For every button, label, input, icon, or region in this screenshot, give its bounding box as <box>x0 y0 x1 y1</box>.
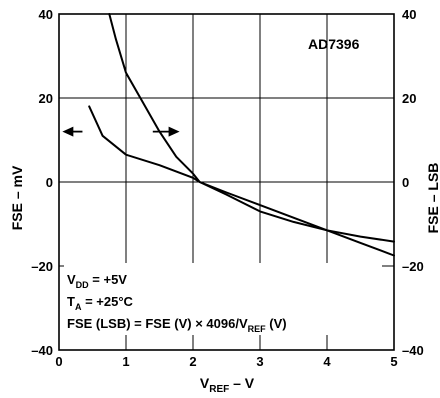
plot-frame <box>58 13 395 351</box>
y-tick-label-right: –20 <box>402 259 424 274</box>
note-fse-a: FSE (LSB) = FSE (V) × 4096/V <box>67 316 248 331</box>
y-tick-label-left: 0 <box>46 175 53 190</box>
note-fse: FSE (LSB) = FSE (V) × 4096/VREF (V) <box>67 316 287 334</box>
x-tick-label: 0 <box>55 354 62 369</box>
note-vdd: VDD = +5V <box>67 272 127 290</box>
series-line-right <box>88 105 395 257</box>
y-tick-label-left: 20 <box>39 91 53 106</box>
curves <box>88 13 395 257</box>
axis-arrows <box>62 126 180 137</box>
x-tick-label: 1 <box>122 354 129 369</box>
x-tick-label: 4 <box>323 354 331 369</box>
x-axis-title-sub: REF <box>209 384 229 395</box>
y-tick-label-right: 40 <box>402 7 416 22</box>
y-axis-title-left: FSE – mV <box>9 165 25 230</box>
note-ta-b: = +25°C <box>81 294 133 309</box>
note-fse-b: (V) <box>266 316 287 331</box>
x-tick-label: 3 <box>256 354 263 369</box>
note-vdd-a: V <box>67 272 76 287</box>
y-tick-label-right: 0 <box>402 175 409 190</box>
y-tick-label-left: –40 <box>31 343 53 358</box>
note-vdd-sub: DD <box>76 280 89 290</box>
notes-background <box>64 263 382 335</box>
note-fse-sub: REF <box>248 324 267 334</box>
note-vdd-b: = +5V <box>89 272 128 287</box>
y-tick-label-right: –40 <box>402 343 424 358</box>
note-ta-a: T <box>67 294 75 309</box>
x-tick-label: 5 <box>390 354 397 369</box>
note-ta: TA = +25°C <box>67 294 134 312</box>
y-tick-label-left: –20 <box>31 259 53 274</box>
arrow-left-icon <box>62 126 74 137</box>
y-axis-title-right: FSE – LSB <box>425 163 440 234</box>
arrow-right-icon <box>168 126 180 137</box>
x-axis-title: VREF – V <box>200 375 255 395</box>
x-tick-label: 2 <box>189 354 196 369</box>
x-axis-title-main: V <box>200 375 210 391</box>
model-label: AD7396 <box>308 36 360 52</box>
note-ta-sub: A <box>75 302 82 312</box>
y-tick-label-left: 40 <box>39 7 53 22</box>
y-tick-label-right: 20 <box>402 91 416 106</box>
tick-labels: 0 1 2 3 4 5 40 40 20 20 0 0 –20 –20 –40 –40 <box>31 7 423 369</box>
x-axis-title-tail: – V <box>229 375 255 391</box>
